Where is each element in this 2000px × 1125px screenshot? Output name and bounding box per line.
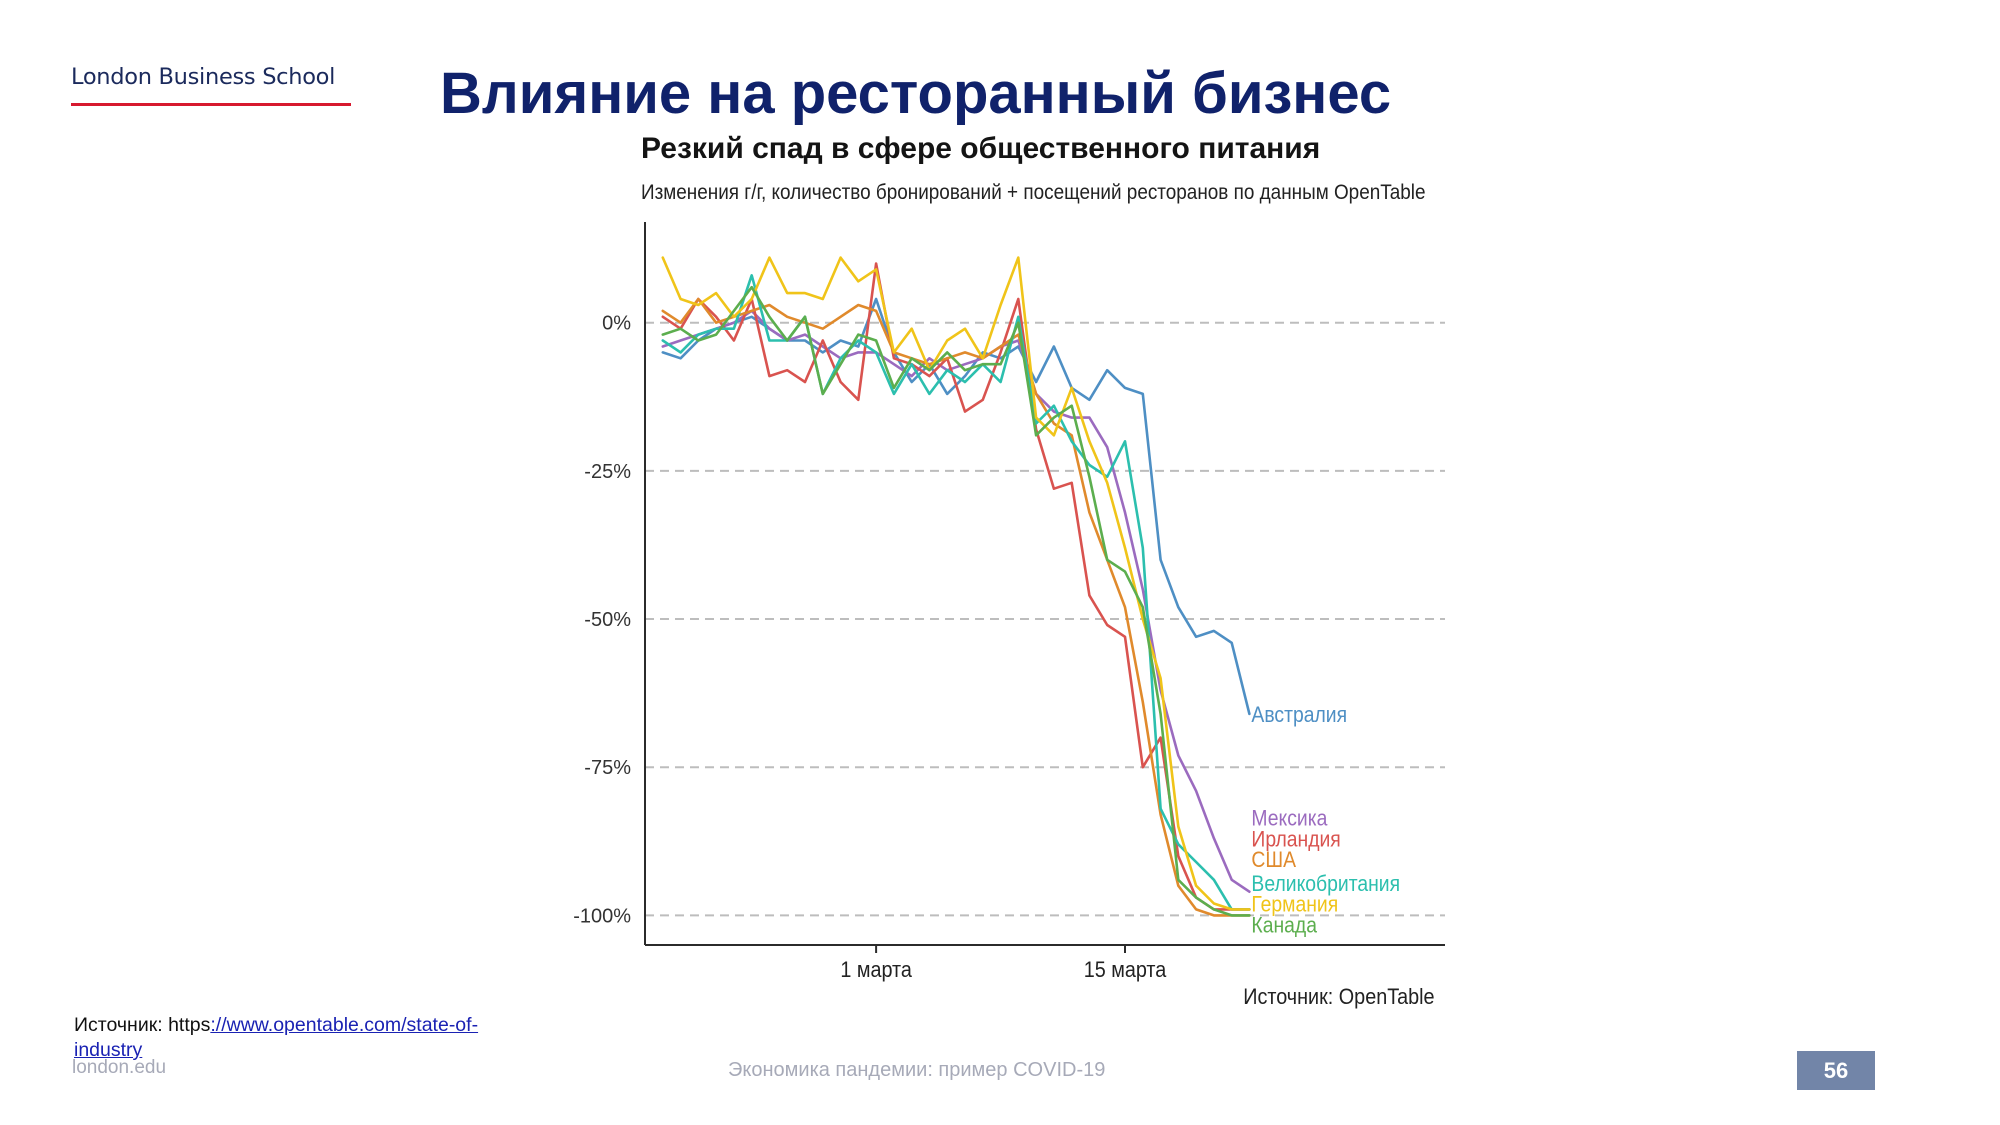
source-prefix: Источник: https — [74, 1014, 211, 1036]
source-citation: Источник: https://www.opentable.com/stat… — [74, 1013, 534, 1063]
series-line — [661, 256, 1251, 911]
series-label: Австралия — [1251, 703, 1347, 727]
x-tick-label: 1 марта — [840, 958, 912, 982]
chart-source: Источник: OpenTable — [1243, 984, 1435, 1009]
logo-underline — [71, 103, 351, 106]
grid-lines — [645, 321, 1445, 917]
y-tick-label: 0% — [602, 313, 631, 335]
y-tick-label: -100% — [573, 905, 631, 927]
series-labels: Австралия МексикаИрландияСШАВеликобритани… — [1251, 703, 1400, 938]
lbs-logo: London Business School — [71, 64, 351, 106]
restaurant-bookings-chart: 0% -25% -50% -75% -100% 1 марта 15 марта Австр… — [573, 222, 1445, 982]
slide-title: Влияние на ресторанный бизнес — [440, 61, 1392, 126]
page-number-badge: 56 — [1797, 1051, 1875, 1090]
series-lines — [661, 256, 1251, 917]
series-line — [661, 297, 1251, 917]
chart-title: Резкий спад в сфере общественного питани… — [641, 132, 1321, 165]
series-line — [661, 285, 1251, 917]
footer-title: Экономика пандемии: пример COVID-19 — [728, 1059, 1106, 1081]
series-line — [661, 309, 1251, 894]
series-line — [661, 274, 1251, 911]
series-label: Канада — [1251, 913, 1317, 937]
x-tick-label: 15 марта — [1084, 958, 1167, 982]
series-label: США — [1251, 848, 1296, 872]
logo-text: London Business School — [71, 64, 336, 90]
y-tick-label: -25% — [584, 461, 631, 483]
source-link[interactable]: ://www.opentable.com/state-of-industry — [74, 1014, 479, 1061]
series-label: Ирландия — [1251, 827, 1340, 851]
series-label: Германия — [1251, 892, 1338, 916]
footer-domain: london.edu — [72, 1057, 167, 1078]
y-tick-label: -50% — [584, 609, 631, 631]
series-label: Мексика — [1251, 806, 1327, 830]
chart-subtitle: Изменения г/г, количество бронирований +… — [641, 180, 1426, 204]
series-label: Великобритания — [1251, 872, 1400, 896]
y-tick-label: -75% — [584, 757, 631, 779]
axes: 0% -25% -50% -75% -100% 1 марта 15 марта — [573, 222, 1445, 982]
